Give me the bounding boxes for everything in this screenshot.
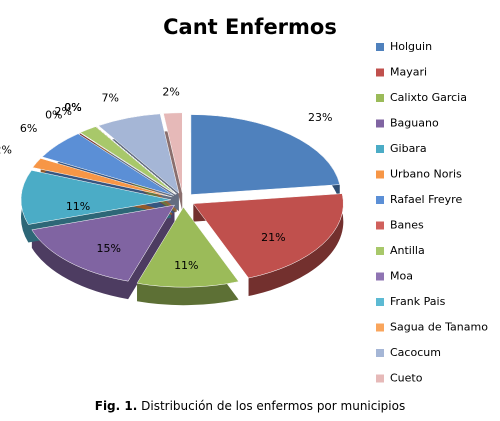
slice <box>192 193 344 279</box>
legend-swatch <box>376 68 384 77</box>
slice <box>190 114 341 195</box>
legend-swatch <box>376 323 384 332</box>
legend-label: Banes <box>390 219 424 232</box>
slice <box>96 126 177 195</box>
slice <box>98 113 180 194</box>
slice <box>20 170 172 225</box>
caption-label: Fig. 1. <box>95 399 138 413</box>
data-label: 15% <box>97 242 121 255</box>
legend-swatch <box>376 94 384 102</box>
slice-side <box>21 170 172 243</box>
data-label: 2% <box>54 105 71 118</box>
data-label: 2% <box>162 86 179 99</box>
legend-swatch <box>376 349 384 357</box>
data-label: 6% <box>20 122 37 135</box>
legend-label: Moa <box>390 270 413 283</box>
legend-label: Sagua de Tanamo <box>390 321 488 334</box>
legend-swatch <box>376 247 384 255</box>
legend-label: Cacocum <box>390 346 441 359</box>
slice <box>41 133 174 196</box>
legend-swatch <box>376 298 384 306</box>
legend-label: Rafael Freyre <box>390 193 462 206</box>
legend-label: Mayari <box>390 66 427 79</box>
data-label: 11% <box>174 259 198 272</box>
legend-label: Antilla <box>390 244 425 257</box>
data-label: 11% <box>66 200 90 213</box>
data-label: 21% <box>261 231 285 244</box>
legend-label: Gibara <box>390 142 427 155</box>
data-label: 7% <box>102 91 119 104</box>
data-label: 23% <box>308 111 332 124</box>
data-label: 0% <box>64 101 81 114</box>
legend-label: Frank Pais <box>390 295 446 308</box>
legend-swatch <box>376 196 384 204</box>
data-label: 0% <box>45 109 62 122</box>
legend-swatch <box>376 374 384 383</box>
legend-label: Urbano Noris <box>390 168 462 181</box>
data-label: 0% <box>64 101 81 114</box>
legend-label: Holguin <box>390 40 432 53</box>
slice <box>79 126 177 195</box>
legend-label: Cueto <box>390 372 423 385</box>
data-label: 2% <box>0 144 12 157</box>
legend-label: Calixto Garcia <box>390 91 467 104</box>
legend-swatch <box>376 43 384 51</box>
slice <box>32 158 173 198</box>
slice-side <box>31 205 175 300</box>
legend-swatch <box>376 145 384 153</box>
chart-title: Cant Enfermos <box>163 15 337 39</box>
slice <box>31 204 176 282</box>
data-label: 0% <box>64 101 81 114</box>
slice <box>136 206 240 288</box>
legend-swatch <box>376 221 384 230</box>
legend-swatch <box>376 272 384 281</box>
slice <box>163 112 183 193</box>
legend-swatch <box>376 119 384 128</box>
caption: Fig. 1. Distribución de los enfermos por… <box>95 399 405 413</box>
caption-text: Distribución de los enfermos por municip… <box>141 399 405 413</box>
legend-swatch <box>376 170 384 179</box>
pie-tops <box>20 112 344 288</box>
slice-side <box>193 193 344 297</box>
legend-label: Baguano <box>390 117 439 130</box>
